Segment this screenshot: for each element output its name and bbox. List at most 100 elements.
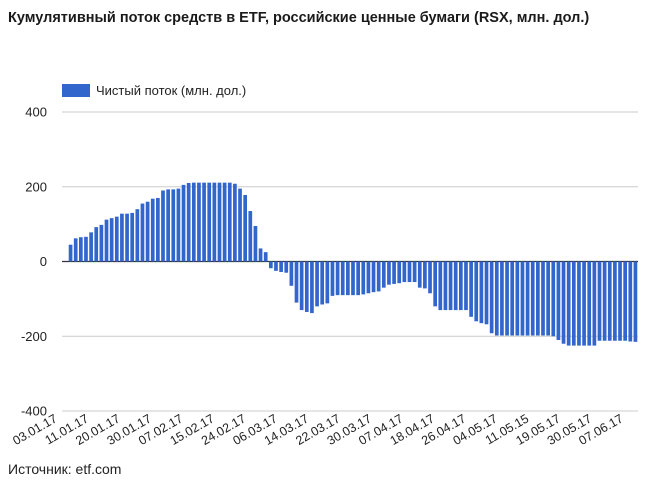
bar xyxy=(582,261,586,346)
bar xyxy=(217,182,222,262)
bar xyxy=(438,261,443,311)
bar xyxy=(443,261,448,311)
bar xyxy=(73,238,78,262)
bar xyxy=(263,252,268,262)
bar xyxy=(99,224,104,262)
bar xyxy=(125,213,129,262)
bar xyxy=(597,261,602,341)
bar xyxy=(233,183,237,262)
bar xyxy=(484,261,489,325)
bar xyxy=(433,261,438,307)
legend: Чистый поток (млн. дол.) xyxy=(62,83,246,98)
bar xyxy=(171,189,176,262)
bar xyxy=(140,203,145,262)
bar xyxy=(186,183,191,262)
bar xyxy=(592,261,597,346)
bar xyxy=(340,261,345,296)
bar xyxy=(428,261,432,294)
y-tick-label: 400 xyxy=(25,105,47,120)
bar xyxy=(181,184,186,262)
x-axis-tick-labels: 03.01.1711.01.1720.01.1730.01.1707.02.17… xyxy=(10,411,625,447)
bar xyxy=(371,261,376,293)
bar xyxy=(310,261,314,314)
bar xyxy=(268,261,273,269)
bar xyxy=(423,261,427,289)
bar xyxy=(525,261,530,336)
bar xyxy=(356,261,360,296)
bar xyxy=(546,261,550,336)
bar xyxy=(94,227,99,262)
bar xyxy=(623,261,628,341)
bar xyxy=(474,261,479,322)
bar xyxy=(104,219,109,262)
bar xyxy=(304,261,309,312)
y-tick-label: -400 xyxy=(21,404,47,419)
bar xyxy=(494,261,499,336)
bar xyxy=(561,261,566,344)
bar xyxy=(212,182,217,262)
bar xyxy=(202,182,206,262)
bar xyxy=(541,261,545,336)
bar xyxy=(227,182,232,262)
legend-swatch xyxy=(62,84,90,97)
bar xyxy=(78,237,83,262)
bar xyxy=(566,261,571,346)
bar xyxy=(402,261,407,283)
bar xyxy=(120,213,124,262)
bar xyxy=(284,261,289,273)
bar xyxy=(602,261,607,341)
bar xyxy=(294,261,299,303)
bar xyxy=(299,261,304,311)
y-axis-tick-labels: 400 200 0 -200 -400 xyxy=(21,105,47,419)
bar xyxy=(279,261,283,272)
bar xyxy=(274,261,278,271)
bar xyxy=(556,261,561,340)
bar xyxy=(156,197,160,262)
bar xyxy=(315,261,319,307)
bar xyxy=(458,261,463,311)
bar xyxy=(84,236,88,262)
bar xyxy=(453,261,458,311)
legend-label: Чистый поток (млн. дол.) xyxy=(96,83,246,98)
bar xyxy=(469,261,473,317)
bar xyxy=(571,261,576,346)
bar xyxy=(407,261,412,283)
chart-title: Кумулятивный поток средств в ETF, россий… xyxy=(8,10,590,26)
bar xyxy=(89,232,93,262)
bar xyxy=(325,261,330,304)
bar xyxy=(253,225,258,262)
y-tick-label: 0 xyxy=(40,254,47,269)
bar xyxy=(397,261,402,284)
bar xyxy=(330,261,335,296)
bar xyxy=(464,261,468,311)
bar xyxy=(114,216,119,262)
bar xyxy=(551,261,556,337)
bar xyxy=(335,261,340,296)
bar xyxy=(392,261,396,284)
bar xyxy=(145,201,150,262)
bar xyxy=(520,261,525,336)
bar xyxy=(238,188,242,262)
bar xyxy=(351,261,355,296)
bar xyxy=(258,248,263,262)
bar xyxy=(381,261,386,288)
bar xyxy=(207,182,212,262)
bar xyxy=(587,261,592,346)
source-note: Источник: etf.com xyxy=(8,461,122,477)
bar xyxy=(68,244,73,262)
bar xyxy=(607,261,612,341)
bar xyxy=(577,261,581,346)
bar xyxy=(618,261,622,341)
bar xyxy=(530,261,535,336)
bar xyxy=(510,261,515,336)
bar xyxy=(633,261,638,342)
bar xyxy=(135,209,140,262)
bar xyxy=(248,211,253,262)
bar xyxy=(489,261,494,334)
bar xyxy=(628,261,633,342)
bar xyxy=(515,261,520,336)
bar xyxy=(243,194,248,262)
bar xyxy=(387,261,391,285)
bar xyxy=(376,261,381,292)
